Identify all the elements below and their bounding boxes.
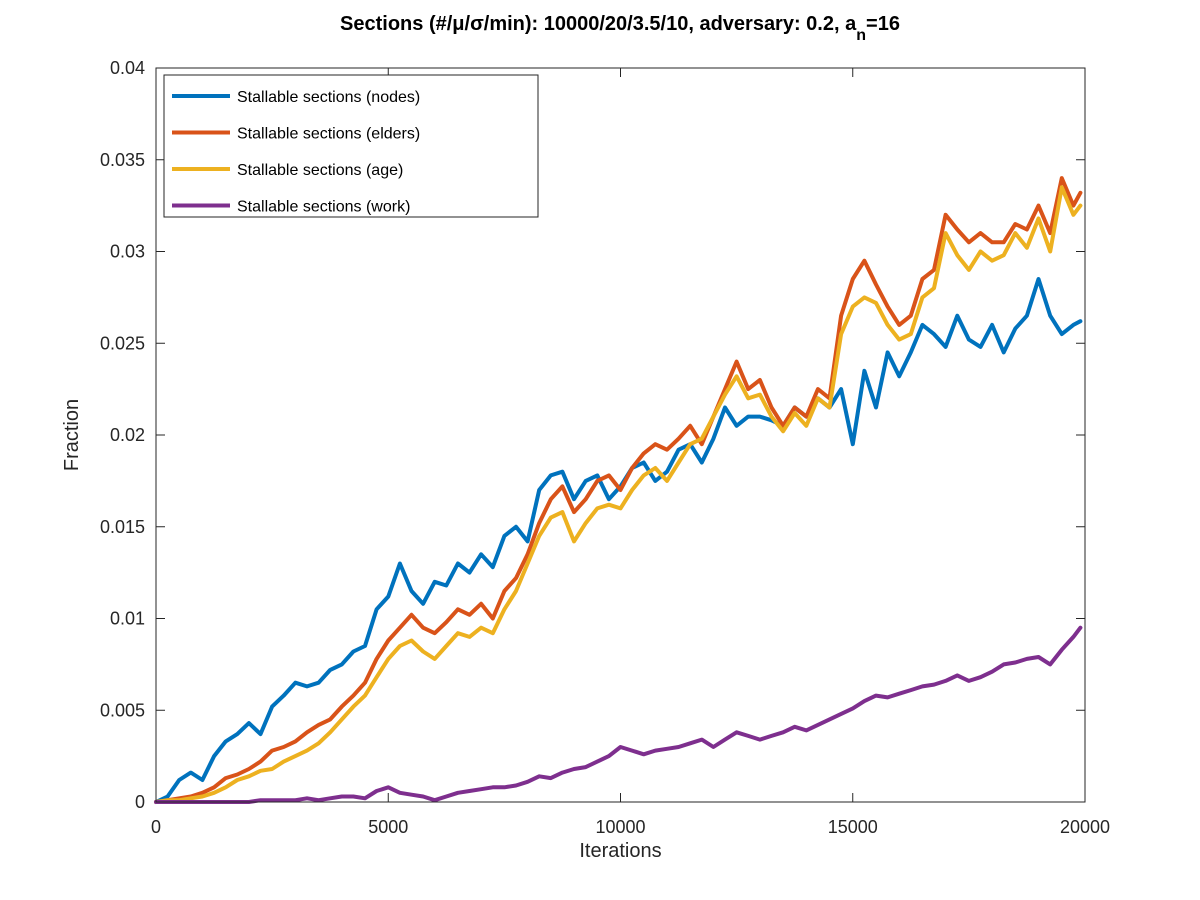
x-tick-label: 10000 — [595, 817, 645, 837]
legend-box — [163, 74, 539, 218]
legend-label: Stallable sections (age) — [237, 162, 403, 179]
legend-label: Stallable sections (elders) — [237, 126, 420, 143]
y-tick-label: 0.02 — [110, 425, 145, 445]
y-tick-label: 0.03 — [110, 242, 145, 262]
x-tick-label: 5000 — [368, 817, 408, 837]
y-tick-label: 0 — [135, 792, 145, 812]
y-tick-label: 0.04 — [110, 58, 145, 78]
axis-ticks: 0 5000 10000 15000 20000 0 0.005 0.01 0.015 0.02 0… — [100, 58, 1110, 837]
legend: Stallable sections (nodes) Stallable sect… — [163, 74, 539, 218]
legend-label: Stallable sections (nodes) — [237, 89, 420, 106]
legend-item: Stallable sections (work) — [172, 199, 410, 216]
legend-item: Stallable sections (nodes) — [172, 89, 420, 106]
chart-title-main: Sections (#/μ/σ/min): 10000/20/3.5/10, a… — [340, 13, 857, 35]
x-axis-label: Iterations — [579, 840, 661, 862]
y-axis-label: Fraction — [61, 399, 83, 471]
chart-title: Sections (#/μ/σ/min): 10000/20/3.5/10, a… — [340, 13, 900, 44]
chart-title-subscript: n — [856, 27, 866, 44]
y-tick-label: 0.035 — [100, 150, 145, 170]
series-line-3 — [154, 185, 1083, 804]
y-tick-label: 0.015 — [100, 517, 145, 537]
y-tick-label: 0.005 — [100, 700, 145, 720]
legend-item: Stallable sections (elders) — [172, 126, 420, 143]
y-tick-label: 0.01 — [110, 609, 145, 629]
legend-label: Stallable sections (work) — [237, 199, 410, 216]
legend-item: Stallable sections (age) — [172, 162, 403, 179]
x-tick-label: 20000 — [1060, 817, 1110, 837]
series-line-2 — [154, 176, 1083, 804]
series-layer — [154, 176, 1083, 804]
chart-title-suffix: =16 — [866, 13, 900, 35]
x-tick-label: 15000 — [828, 817, 878, 837]
x-tick-label: 0 — [151, 817, 161, 837]
series-line-4 — [154, 625, 1083, 804]
y-tick-label: 0.025 — [100, 333, 145, 353]
series-line-1 — [154, 277, 1083, 804]
